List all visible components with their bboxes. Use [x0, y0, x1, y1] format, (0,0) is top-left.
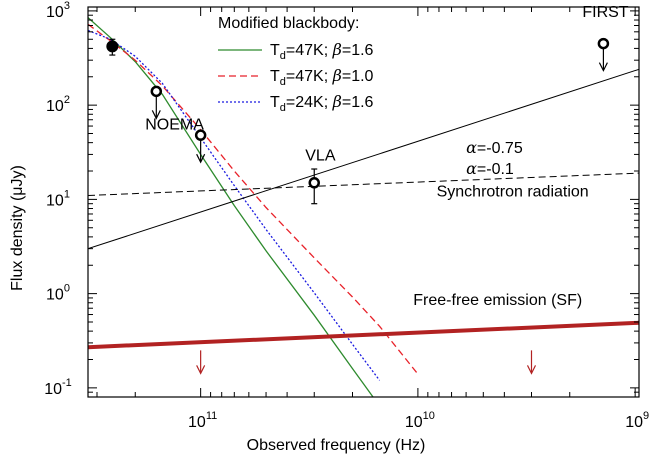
legend-title: Modified blackbody: — [218, 15, 359, 32]
series-line-5 — [88, 320, 639, 350]
legend-label-2: Td=24K; β=1.6 — [270, 92, 374, 114]
data-point-noema-0 — [106, 38, 119, 56]
annotation-0: NOEMA — [145, 117, 204, 134]
axes: 10-1 100 101 102 103 1011 1010 109 — [44, 0, 649, 431]
annotation-4: α=-0.1 — [466, 159, 514, 178]
annotation-2: FIRST — [582, 4, 628, 21]
plot-frame — [87, 6, 640, 398]
annotation-3: α=-0.75 — [466, 138, 523, 157]
y-tick-label-3: 102 — [46, 94, 70, 115]
upper-limit-arrow-head — [598, 62, 608, 72]
x-tick-label-1: 1010 — [405, 410, 435, 431]
data-point-noema-1 — [150, 85, 163, 120]
x-tick-label-2: 109 — [625, 410, 649, 431]
series-line-4 — [88, 172, 639, 196]
data-point-vla-3 — [308, 168, 320, 205]
clipped-layer — [88, 17, 639, 397]
marker — [106, 40, 119, 53]
data-point-first-4 — [597, 37, 610, 72]
free-free-upper-limit-arrow-1-head — [526, 365, 537, 375]
y-tick-label-0: 10-1 — [44, 377, 72, 398]
series-line-2 — [88, 29, 381, 381]
series-line-0 — [88, 17, 374, 397]
annotation-6: Free-free emission (SF) — [413, 292, 582, 309]
y-tick-label-2: 101 — [46, 188, 70, 209]
x-axis-label: Observed frequency (Hz) — [247, 437, 426, 454]
marker — [194, 129, 207, 141]
series-line-3 — [88, 68, 639, 250]
upper-limit-arrow — [196, 139, 206, 164]
marker — [308, 177, 320, 189]
annotation-5: Synchrotron radiation — [437, 184, 589, 201]
plot-area: NOEMA VLA FIRST α=-0.75 α=-0.1 Synchrotron ra… — [88, 4, 639, 397]
upper-limit-arrow-head — [151, 110, 161, 120]
upper-limit-arrow-head — [196, 153, 206, 164]
y-tick-label-1: 100 — [46, 283, 70, 304]
x-tick-label-0: 1011 — [188, 410, 217, 431]
y-tick-label-4: 103 — [46, 0, 70, 21]
marker — [150, 85, 163, 98]
free-free-upper-limit-arrow-0-head — [196, 365, 206, 375]
marker — [597, 37, 610, 50]
series-line-1 — [88, 23, 419, 375]
legend: Modified blackbody: Td=47K; β=1.6 Td=47K; … — [218, 15, 374, 114]
legend-label-1: Td=47K; β=1.0 — [270, 66, 374, 88]
annotation-1: VLA — [305, 147, 336, 164]
upper-limit-arrow — [598, 47, 608, 72]
data-point-noema-2 — [194, 129, 207, 164]
y-axis-label: Flux density (μJy) — [9, 165, 26, 291]
upper-limit-arrow — [151, 95, 161, 120]
legend-label-0: Td=47K; β=1.6 — [270, 40, 374, 62]
free-free-upper-limit-arrow-1 — [526, 350, 537, 375]
free-free-upper-limit-arrow-0 — [196, 350, 206, 375]
